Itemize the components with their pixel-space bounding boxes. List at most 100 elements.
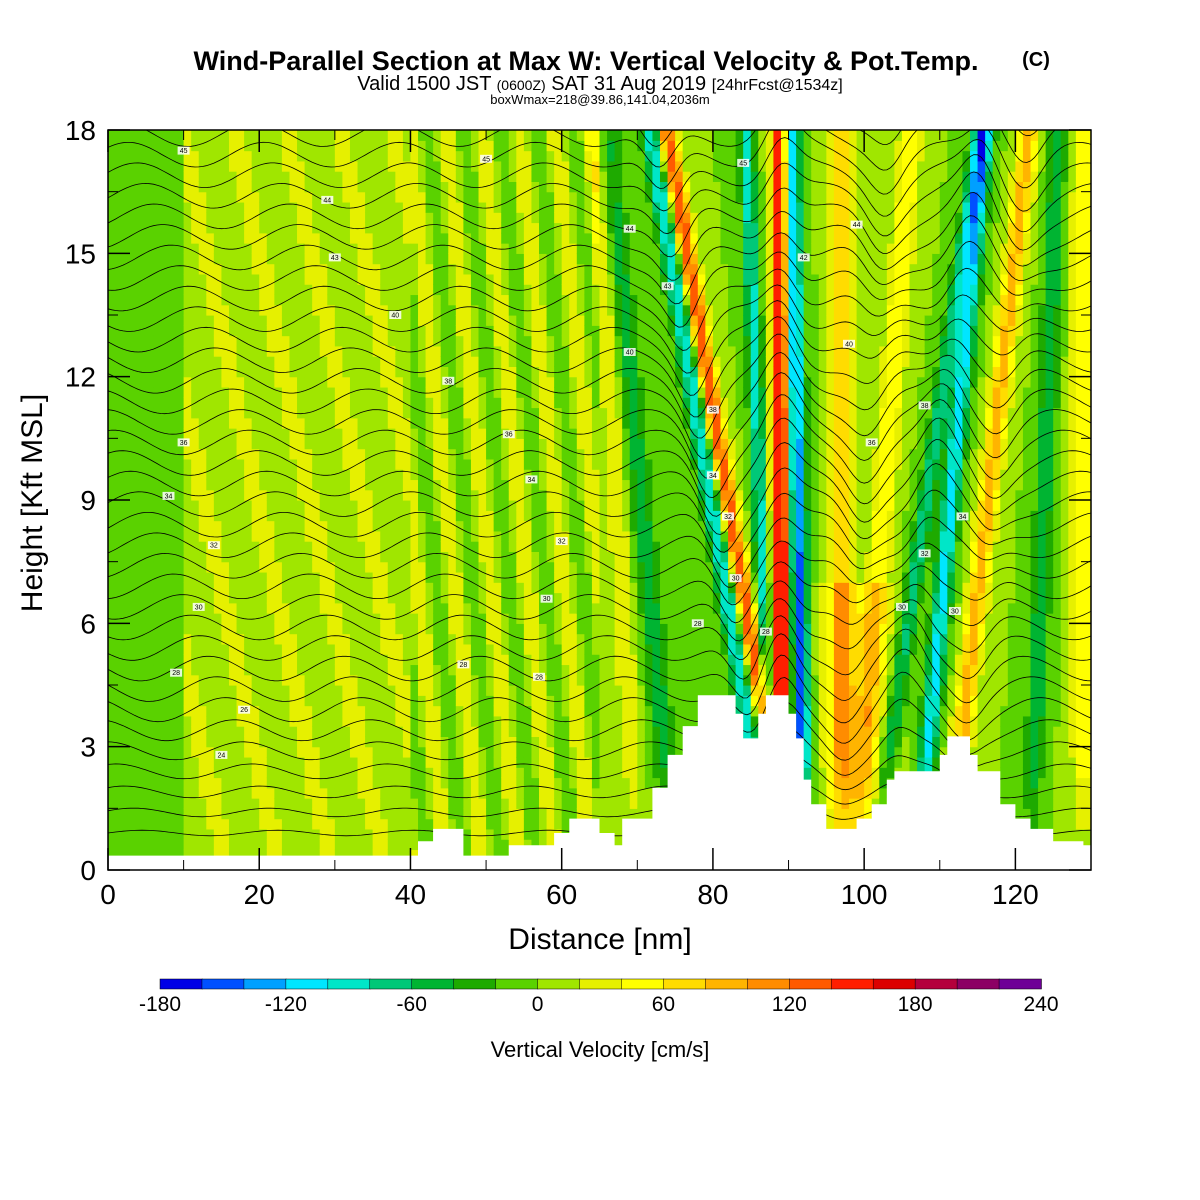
- velocity-cell: [486, 675, 494, 686]
- velocity-cell: [584, 562, 592, 573]
- velocity-cell: [123, 264, 131, 275]
- velocity-cell: [562, 253, 570, 264]
- velocity-cell: [433, 706, 441, 717]
- velocity-cell: [494, 788, 502, 799]
- velocity-cell: [547, 336, 555, 347]
- velocity-cell: [327, 778, 335, 789]
- velocity-cell: [335, 428, 343, 439]
- velocity-cell: [305, 315, 313, 326]
- velocity-cell: [486, 264, 494, 275]
- velocity-cell: [191, 531, 199, 542]
- velocity-cell: [547, 562, 555, 573]
- velocity-cell: [123, 151, 131, 162]
- velocity-cell: [524, 438, 532, 449]
- velocity-cell: [191, 294, 199, 305]
- velocity-cell: [516, 603, 524, 614]
- velocity-cell: [312, 387, 320, 398]
- velocity-cell: [622, 767, 630, 778]
- velocity-cell: [531, 140, 539, 151]
- velocity-cell: [433, 736, 441, 747]
- velocity-cell: [494, 161, 502, 172]
- velocity-cell: [312, 778, 320, 789]
- velocity-cell: [214, 397, 222, 408]
- velocity-cell: [176, 325, 184, 336]
- velocity-cell: [168, 294, 176, 305]
- velocity-cell: [282, 613, 290, 624]
- velocity-cell: [433, 675, 441, 686]
- velocity-cell: [161, 264, 169, 275]
- velocity-cell: [206, 634, 214, 645]
- velocity-cell: [509, 603, 517, 614]
- velocity-cell: [486, 233, 494, 244]
- velocity-cell: [199, 377, 207, 388]
- velocity-cell: [108, 551, 116, 562]
- velocity-cell: [297, 623, 305, 634]
- velocity-cell: [168, 377, 176, 388]
- velocity-cell: [531, 161, 539, 172]
- velocity-cell: [274, 161, 282, 172]
- velocity-cell: [184, 418, 192, 429]
- velocity-cell: [161, 706, 169, 717]
- velocity-cell: [539, 243, 547, 254]
- velocity-cell: [547, 181, 555, 192]
- velocity-cell: [554, 510, 562, 521]
- velocity-cell: [547, 140, 555, 151]
- velocity-cell: [388, 449, 396, 460]
- velocity-cell: [479, 726, 487, 737]
- velocity-cell: [448, 366, 456, 377]
- velocity-cell: [176, 387, 184, 398]
- velocity-cell: [501, 140, 509, 151]
- velocity-cell: [471, 192, 479, 203]
- velocity-cell: [358, 551, 366, 562]
- velocity-cell: [229, 778, 237, 789]
- velocity-cell: [267, 408, 275, 419]
- velocity-cell: [426, 531, 434, 542]
- velocity-cell: [131, 356, 139, 367]
- velocity-cell: [531, 572, 539, 583]
- velocity-cell: [229, 664, 237, 675]
- velocity-cell: [146, 623, 154, 634]
- velocity-cell: [539, 181, 547, 192]
- velocity-cell: [146, 613, 154, 624]
- velocity-cell: [395, 767, 403, 778]
- velocity-cell: [176, 572, 184, 583]
- velocity-cell: [524, 747, 532, 758]
- velocity-cell: [168, 788, 176, 799]
- velocity-cell: [531, 747, 539, 758]
- velocity-cell: [252, 469, 260, 480]
- velocity-cell: [267, 243, 275, 254]
- velocity-cell: [168, 356, 176, 367]
- velocity-cell: [206, 346, 214, 357]
- velocity-cell: [494, 798, 502, 809]
- velocity-cell: [191, 778, 199, 789]
- velocity-cell: [358, 387, 366, 398]
- velocity-cell: [297, 377, 305, 388]
- velocity-cell: [403, 171, 411, 182]
- velocity-cell: [622, 315, 630, 326]
- velocity-cell: [184, 808, 192, 819]
- velocity-cell: [146, 181, 154, 192]
- velocity-cell: [244, 726, 252, 737]
- velocity-cell: [244, 418, 252, 429]
- velocity-cell: [320, 305, 328, 316]
- velocity-cell: [161, 469, 169, 480]
- velocity-cell: [138, 274, 146, 285]
- velocity-cell: [388, 140, 396, 151]
- velocity-cell: [524, 551, 532, 562]
- velocity-cell: [569, 346, 577, 357]
- velocity-cell: [184, 202, 192, 213]
- velocity-cell: [448, 798, 456, 809]
- velocity-cell: [441, 140, 449, 151]
- velocity-cell: [554, 757, 562, 768]
- velocity-cell: [191, 808, 199, 819]
- velocity-cell: [516, 675, 524, 686]
- velocity-cell: [358, 582, 366, 593]
- velocity-cell: [403, 192, 411, 203]
- velocity-cell: [123, 531, 131, 542]
- velocity-cell: [494, 562, 502, 573]
- velocity-cell: [433, 202, 441, 213]
- velocity-cell: [335, 829, 343, 840]
- velocity-cell: [524, 829, 532, 840]
- velocity-cell: [471, 459, 479, 470]
- velocity-cell: [244, 541, 252, 552]
